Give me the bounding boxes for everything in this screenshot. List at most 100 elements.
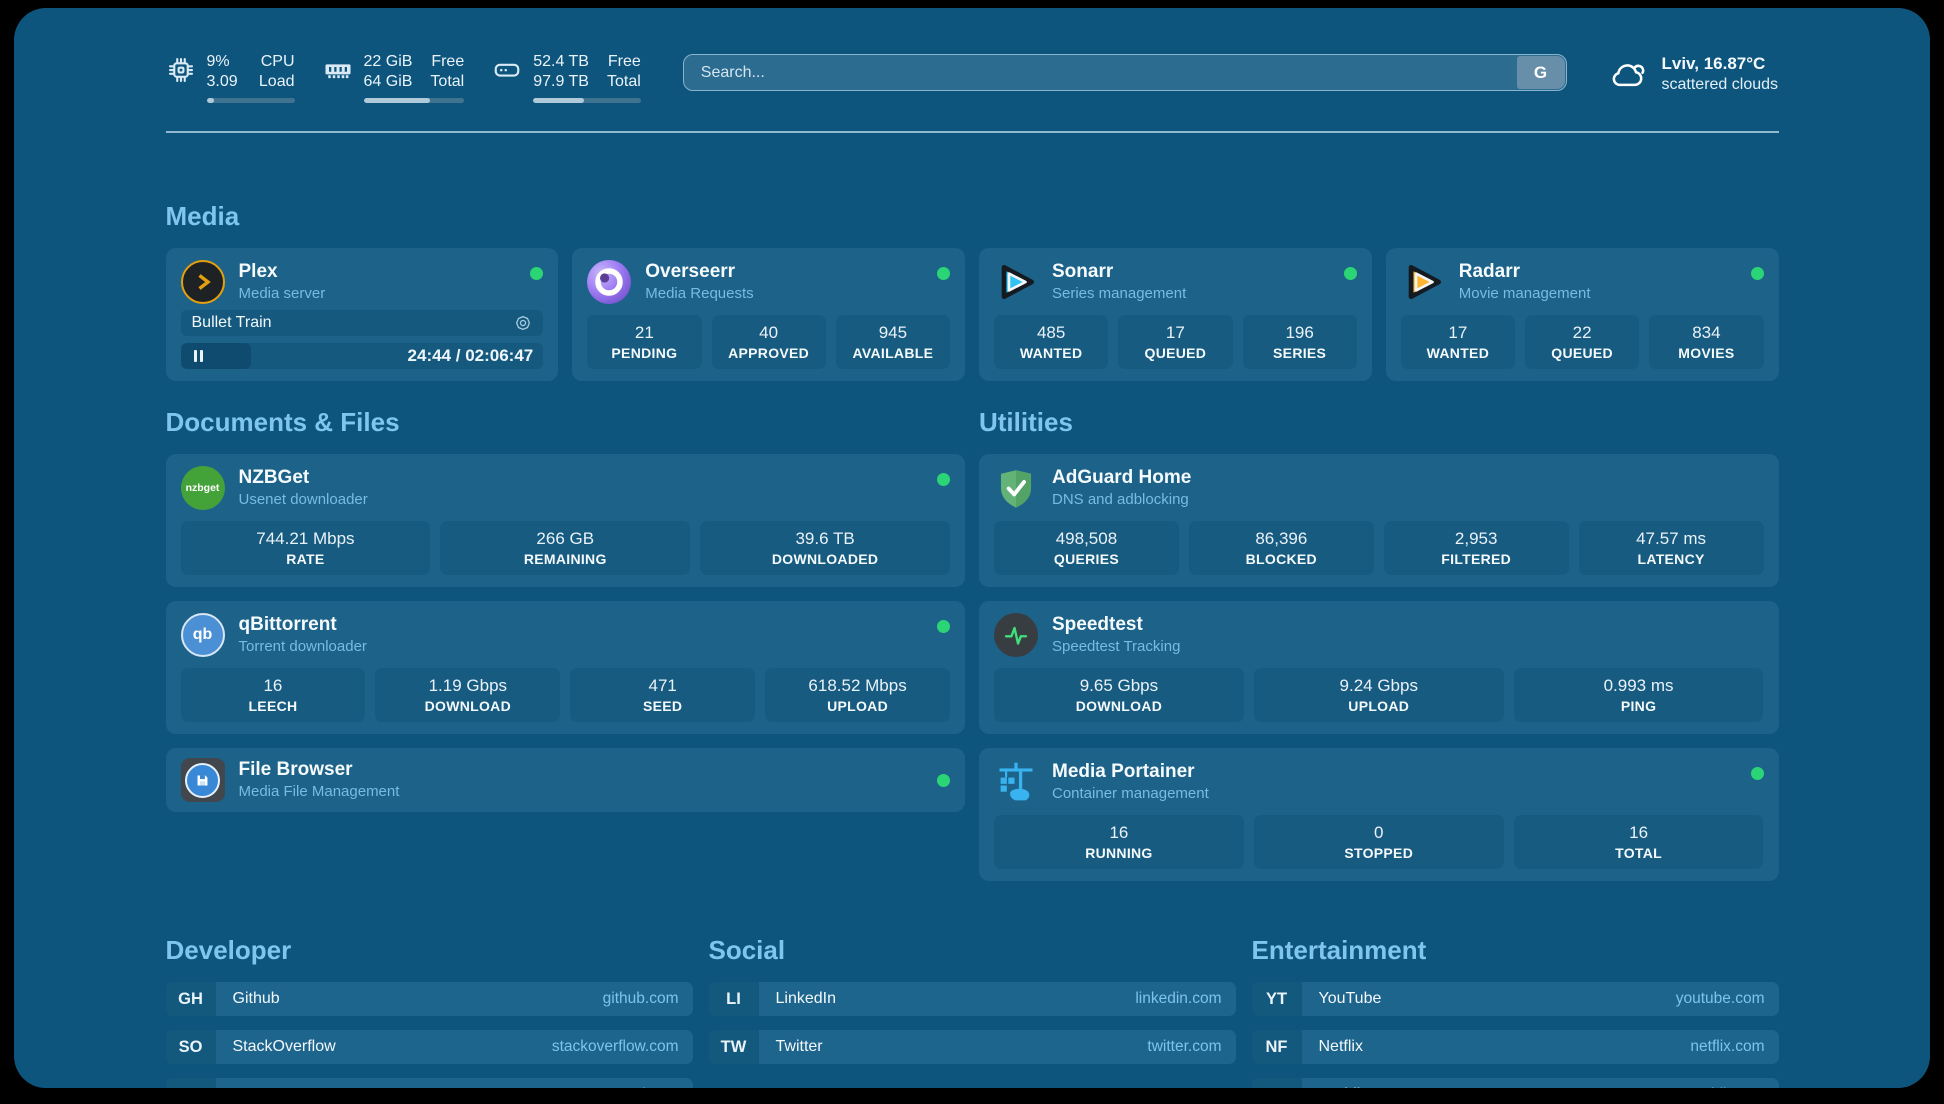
app-subtitle: Usenet downloader [238,491,368,509]
disk-total-value: 97.9 TB [533,73,589,91]
bookmark-name: DEV [233,1078,266,1088]
media-cards-row: Plex Media server Bullet Train [165,247,1779,381]
cpu-usage-label: CPU [260,53,295,70]
section-title-documents: Documents & Files [165,406,400,437]
app-name: qBittorrent [238,613,337,635]
stat-box: 196 SERIES [1242,314,1357,369]
bookmark-abbr: GH [165,982,216,1017]
app-name: Plex [238,260,278,282]
bookmark-github[interactable]: GH Github github.com [165,982,693,1017]
bookmark-dev[interactable]: DT DEV dev.to [165,1078,693,1088]
stat-box: 9.65 Gbps DOWNLOAD [994,668,1244,723]
stat-box: 39.6 TB DOWNLOADED [700,520,950,576]
bookmark-group-developer: Developer GH Github github.com SO StackO… [165,935,693,1088]
bookmark-stackoverflow[interactable]: SO StackOverflow stackoverflow.com [165,1030,693,1065]
utilities-column: Utilities Ad [979,407,1779,895]
bookmark-url: github.com [602,990,679,1008]
now-playing-row: Bullet Train [180,309,544,336]
bookmark-url: dev.to [637,1078,692,1088]
app-card-sonarr[interactable]: Sonarr Series management 485 WANTED 17 Q… [979,247,1372,381]
status-dot [937,472,950,486]
app-subtitle: Media server [238,285,326,303]
bookmark-url: stackoverflow.com [551,1038,679,1056]
search-input[interactable] [682,54,1567,91]
system-stats: 9% 3.09 CPU Load [166,52,641,103]
bookmark-name: StackOverflow [232,1038,336,1056]
app-subtitle: Speedtest Tracking [1052,638,1181,656]
stat-box: 2,953 FILTERED [1383,520,1569,576]
app-subtitle: Media File Management [238,783,400,801]
app-subtitle: Movie management [1458,285,1591,303]
stat-box: 471 SEED [570,668,756,723]
stat-box: 0 STOPPED [1253,815,1504,870]
weather-condition: scattered clouds [1661,76,1779,94]
dashboard-surface: 9% 3.09 CPU Load [14,8,1930,1088]
stat-box: 266 GB REMAINING [440,520,691,576]
weather-location-temp: Lviv, 16.87°C [1661,54,1766,73]
search-engine-button[interactable]: G [1516,56,1565,89]
app-card-portainer[interactable]: Media Portainer Container management 16 … [979,748,1779,882]
disk-icon [494,63,520,77]
filebrowser-icon [180,758,225,803]
section-title-social: Social [708,935,786,966]
memory-free-value: 22 GiB [363,53,413,70]
topbar-divider [165,130,1779,133]
bookmark-name: Reddit [1319,1078,1365,1088]
bookmark-url: linkedin.com [1135,990,1222,1008]
status-dot [1750,266,1764,280]
bookmark-linkedin[interactable]: LI LinkedIn linkedin.com [708,982,1236,1017]
bookmark-twitter[interactable]: TW Twitter twitter.com [708,1030,1236,1065]
plex-icon [180,259,225,304]
app-card-speedtest[interactable]: Speedtest Speedtest Tracking 9.65 Gbps D… [979,601,1779,735]
bookmark-url: netflix.com [1690,1038,1765,1056]
bookmark-abbr: SO [165,1030,216,1065]
cpu-stat-group: 9% 3.09 CPU Load [166,52,295,103]
sonarr-icon [994,260,1038,304]
weather-widget: Lviv, 16.87°C scattered clouds [1609,53,1779,96]
status-dot [1750,767,1764,781]
cpu-progress-bar [206,97,295,103]
stat-box: 16 TOTAL [1513,815,1764,870]
stat-box: 9.24 Gbps UPLOAD [1253,668,1504,723]
app-subtitle: DNS and adblocking [1052,491,1189,509]
status-dot [937,773,950,787]
aperture-icon[interactable] [514,314,532,332]
section-title-media: Media [165,200,240,231]
playback-time: 24:44 / 02:06:47 [407,345,534,365]
app-card-overseerr[interactable]: Overseerr Media Requests 21 PENDING 40 A… [572,247,965,381]
stat-box: 744.21 Mbps RATE [180,520,431,576]
bookmark-group-social: Social LI LinkedIn linkedin.com TW Twitt… [708,935,1236,1088]
portainer-icon [994,760,1038,804]
status-dot [937,266,950,280]
app-name: Speedtest [1052,613,1143,635]
nzbget-icon: nzbget [180,465,225,510]
stat-box: 945 AVAILABLE [835,314,950,369]
pause-icon[interactable] [193,349,203,362]
app-card-plex[interactable]: Plex Media server Bullet Train [165,247,559,381]
memory-icon [325,64,350,79]
bookmark-netflix[interactable]: NF Netflix netflix.com [1251,1030,1779,1065]
app-card-qbittorrent[interactable]: qb qBittorrent Torrent downloader 16 LEE… [165,601,965,735]
memory-free-label: Free [431,53,465,70]
status-dot [1343,266,1357,280]
stat-box: 498,508 QUERIES [994,520,1179,576]
bookmark-reddit[interactable]: RE Reddit reddit.com [1251,1078,1779,1088]
bookmark-youtube[interactable]: YT YouTube youtube.com [1251,982,1779,1017]
app-name: NZBGet [238,466,310,488]
cpu-load-label: Load [258,73,295,91]
documents-column: Documents & Files nzbget NZBGet Usenet d… [165,406,965,826]
app-card-adguard[interactable]: AdGuard Home DNS and adblocking 498,508 … [979,453,1779,588]
app-name: Sonarr [1052,260,1114,282]
bookmark-abbr: LI [708,982,759,1017]
disk-free-label: Free [607,53,641,70]
section-title-entertainment: Entertainment [1251,935,1427,966]
app-card-nzbget[interactable]: nzbget NZBGet Usenet downloader 744.21 M… [165,453,965,588]
app-subtitle: Container management [1052,785,1209,803]
app-card-filebrowser[interactable]: File Browser Media File Management [165,748,965,813]
cpu-load-value: 3.09 [206,73,238,91]
app-subtitle: Series management [1052,285,1187,303]
app-card-radarr[interactable]: Radarr Movie management 17 WANTED 22 QUE… [1385,247,1779,381]
stat-box: 618.52 Mbps UPLOAD [765,668,950,723]
disk-stat-group: 52.4 TB 97.9 TB Free Total [492,52,641,103]
